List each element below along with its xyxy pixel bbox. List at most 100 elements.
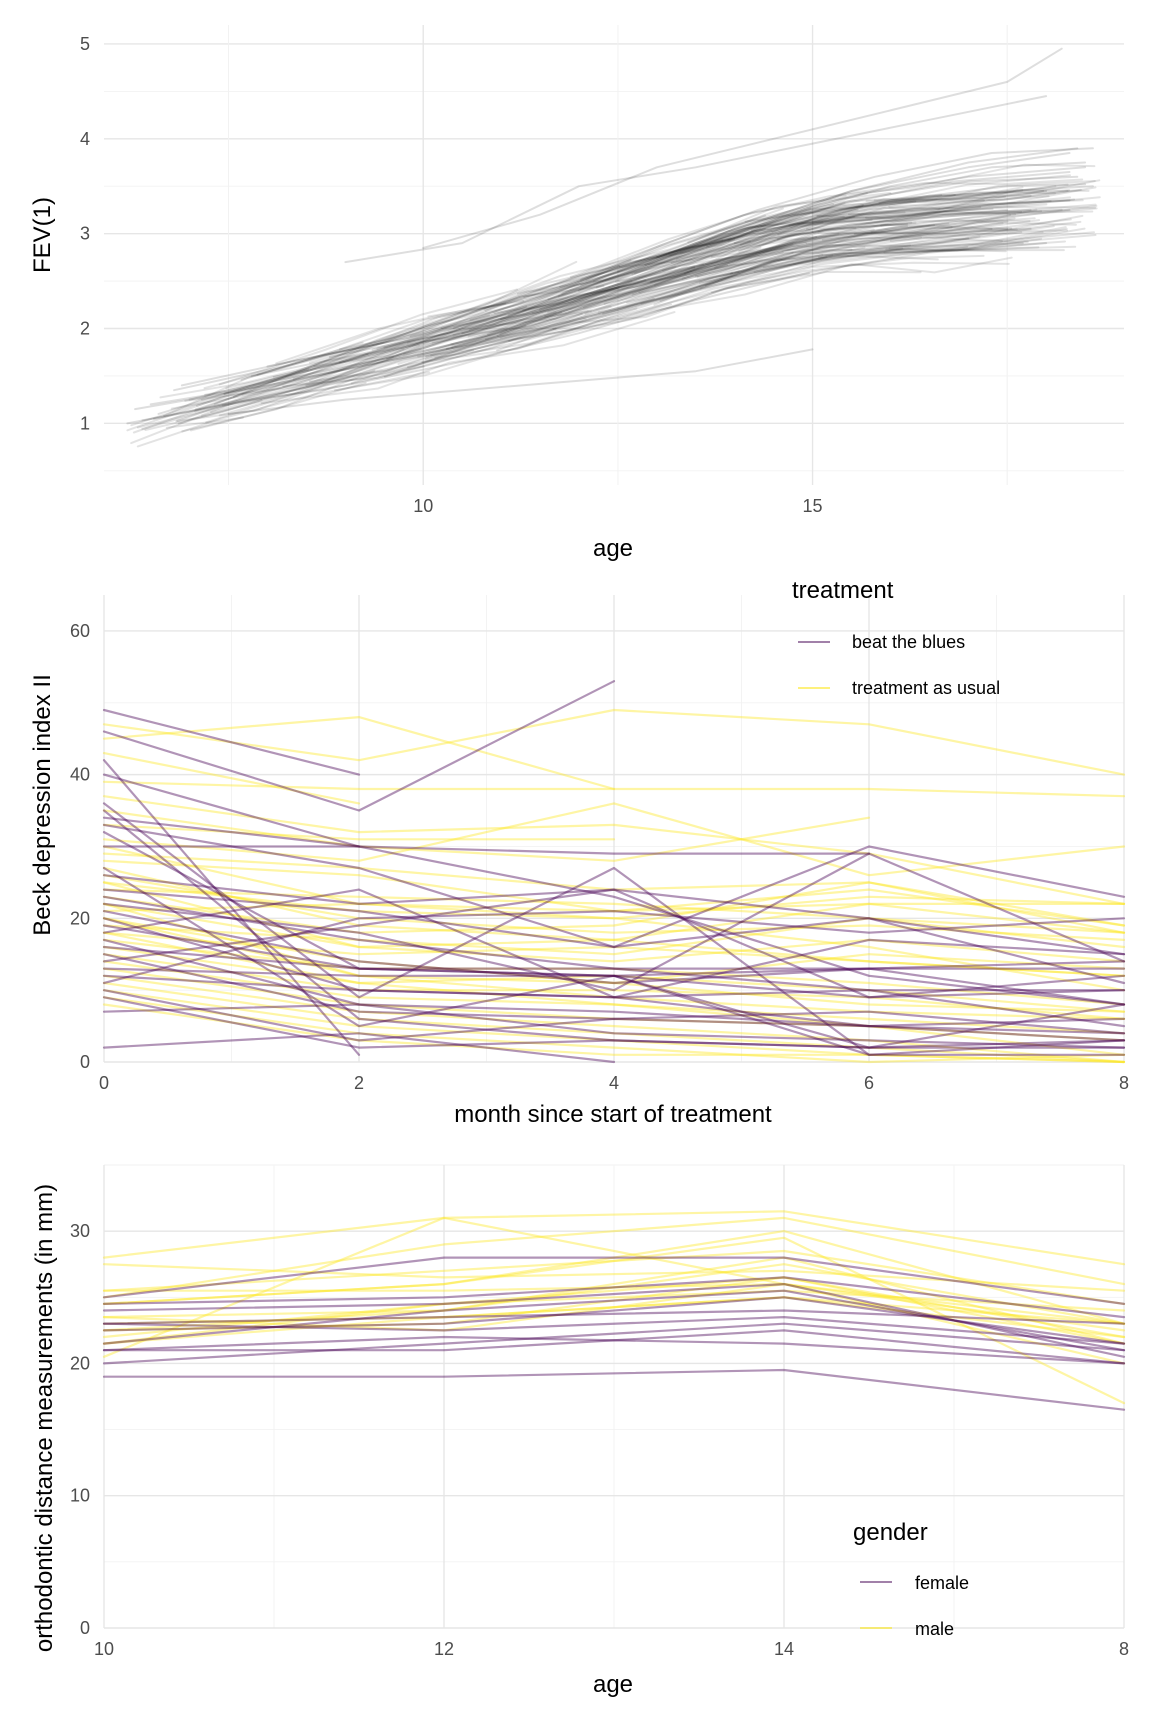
fev-series-line: [461, 208, 1032, 335]
beck-x-tick-label: 6: [864, 1073, 874, 1093]
orthodont-series-line-1: [102, 1289, 1126, 1345]
fev-series-line: [631, 236, 818, 296]
orthodont-series-line-0: [102, 1282, 1126, 1358]
fev-series-line: [496, 210, 1094, 337]
beck-series-line-0: [102, 989, 1126, 1042]
beck-series-line-1: [102, 931, 1126, 977]
beck-series-line-0: [102, 866, 1126, 1056]
beck-series-line-0: [102, 938, 1126, 1042]
fev-series-line: [821, 217, 1036, 241]
beck-x-tick-label: 8: [1119, 1073, 1129, 1093]
fev-series-line: [431, 217, 1016, 344]
fev-series-line: [256, 341, 364, 376]
fev-series-line: [584, 226, 1067, 315]
fev-grid: [104, 25, 1124, 485]
orthodont-series-line-0: [102, 1329, 1126, 1365]
beck-series-line-0: [102, 945, 1126, 1049]
fev-panel: 1 2 3 4 5 10 15 age FEV(1): [29, 25, 1124, 562]
fev-series-line: [865, 186, 1024, 204]
fev-lines: [126, 47, 1101, 448]
fev-series-line: [744, 185, 1057, 223]
fev-series-line: [181, 369, 376, 433]
beck-series-line-0: [102, 816, 1126, 1006]
beck-series-line-0: [102, 924, 1126, 977]
fev-series-line: [221, 223, 909, 407]
beck-series-line-0: [102, 809, 1126, 1049]
fev-series-line: [218, 365, 425, 417]
fev-series-line: [727, 198, 1076, 243]
orthodont-y-tick-label: 0: [80, 1618, 90, 1638]
beck-grid: [103, 595, 1125, 1063]
fev-series-line: [853, 222, 950, 235]
beck-y-tick-label: 0: [80, 1052, 90, 1072]
beck-series-line-1: [102, 967, 1126, 1056]
beck-series-line-1: [102, 996, 1126, 1064]
fev-series-line: [403, 215, 855, 356]
orthodont-x-tick-label: 10: [94, 1639, 114, 1659]
fev-series-line: [653, 227, 1086, 306]
fev-series-line: [227, 348, 814, 415]
beck-x-tick-label: 0: [99, 1073, 109, 1093]
orthodont-legend: gender female male: [853, 1519, 969, 1639]
beck-legend-label-treatment-as-usual: treatment as usual: [852, 678, 1000, 698]
fev-series-line: [170, 248, 853, 410]
orthodont-x-axis-title: age: [593, 1671, 633, 1698]
fev-series-line: [305, 227, 1009, 387]
fev-series-line: [487, 208, 1038, 336]
fev-series-line: [557, 206, 982, 298]
beck-series-line-1: [102, 902, 1126, 1021]
orthodont-legend-label-female: female: [915, 1573, 969, 1593]
orthodont-y-axis-title: orthodontic distance measurements (in mm…: [31, 1184, 58, 1652]
beck-x-axis-title: month since start of treatment: [454, 1101, 772, 1128]
fev-series-line: [730, 236, 922, 275]
fev-series-line: [704, 246, 969, 287]
fev-series-line: [200, 204, 865, 401]
fev-series-line: [328, 194, 1032, 358]
fev-series-line: [240, 280, 633, 381]
fev-series-line: [662, 219, 1031, 272]
fev-series-line: [631, 196, 1101, 276]
fev-series-line: [696, 234, 1097, 279]
fev-series-line: [176, 349, 475, 422]
fev-series-line: [272, 207, 994, 378]
beck-legend-label-beat-the-blues: beat the blues: [852, 632, 965, 652]
beck-series-line-0: [102, 909, 1126, 985]
beck-series-line-0: [102, 830, 1126, 970]
fev-series-line: [603, 213, 1012, 305]
fev-series-line: [204, 242, 1024, 396]
fev-series-line: [531, 221, 917, 314]
fev-series-line: [805, 210, 1022, 231]
fev-series-line: [421, 261, 1010, 363]
fev-series-line: [738, 195, 1007, 253]
fev-series-line: [180, 199, 985, 387]
orthodont-series-line-0: [102, 1322, 1126, 1365]
beck-series-line-1: [102, 938, 1126, 1006]
fev-series-line: [496, 270, 922, 352]
fev-x-tick-label: 15: [803, 496, 823, 516]
beck-series-line-1: [102, 931, 1126, 1042]
fev-series-line: [309, 312, 583, 383]
orthodont-x-tick-label: 8: [1119, 1639, 1129, 1659]
fev-series-line: [499, 244, 911, 339]
fev-series-line: [194, 344, 420, 413]
fev-series-line: [136, 371, 430, 448]
fev-series-line: [777, 205, 864, 236]
fev-series-line: [334, 256, 1013, 392]
orthodont-y-tick-labels: 0 10 20 30: [70, 1221, 90, 1638]
orthodont-series-line-1: [102, 1256, 1126, 1345]
orthodont-series-line-1: [102, 1296, 1126, 1325]
fev-x-tick-label: 10: [413, 496, 433, 516]
fev-series-line: [638, 245, 1077, 294]
beck-series-line-1: [102, 809, 871, 862]
beck-series-line-1: [102, 780, 1126, 798]
orthodont-series-line-1: [102, 1210, 1126, 1266]
beck-y-tick-label: 60: [70, 621, 90, 641]
beck-series-line-0: [102, 823, 1126, 949]
fev-series-line: [149, 237, 970, 406]
beck-y-tick-label: 20: [70, 908, 90, 928]
fev-series-line: [218, 288, 518, 386]
fev-series-line: [223, 192, 892, 396]
fev-series-line: [865, 203, 1048, 219]
fev-series-line: [878, 174, 1071, 204]
beck-x-tick-label: 4: [609, 1073, 619, 1093]
